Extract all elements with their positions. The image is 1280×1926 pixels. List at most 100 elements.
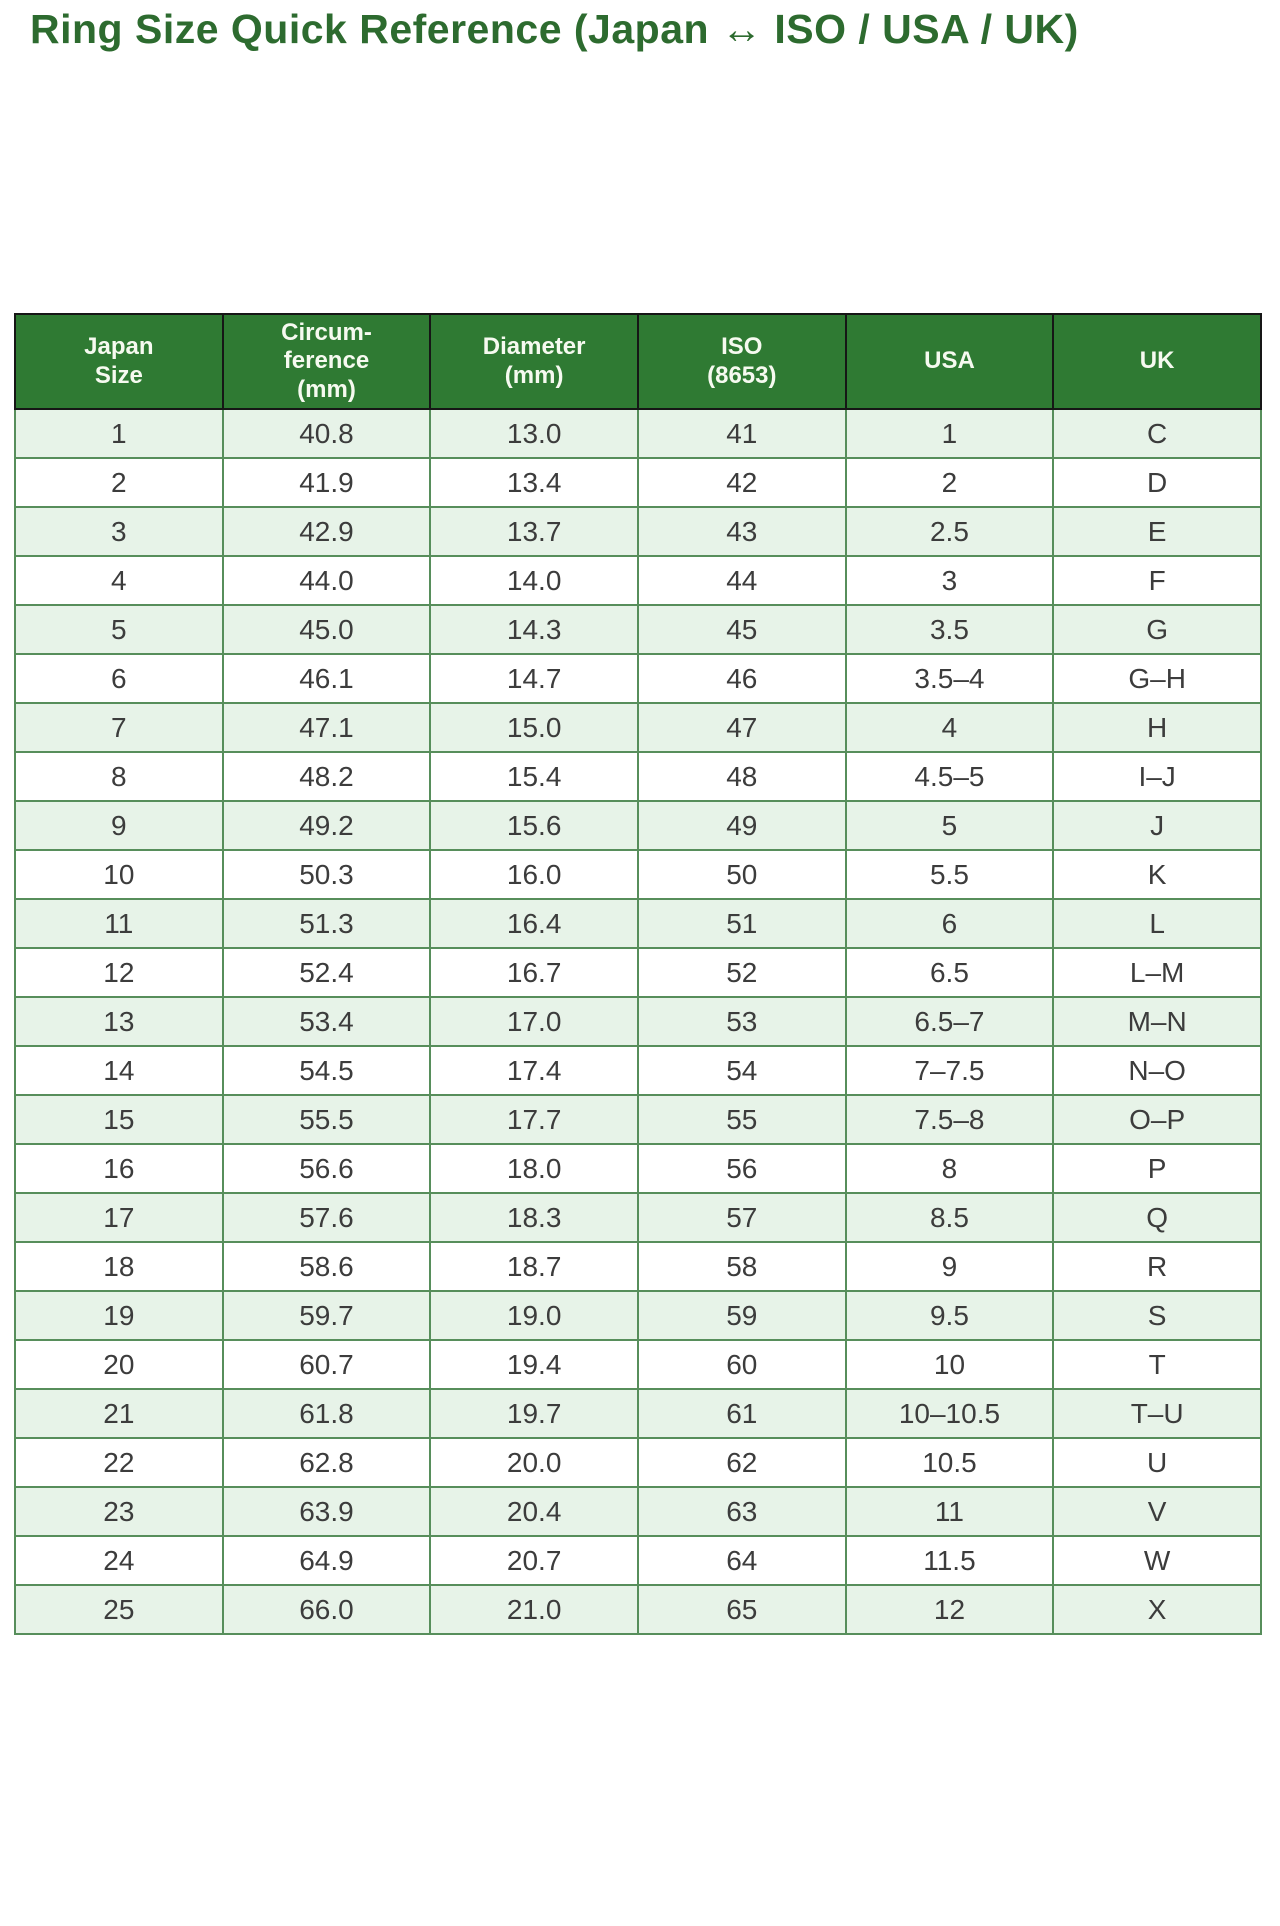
cell-uk: R: [1052, 1241, 1262, 1292]
cell-iso: 49: [636, 800, 847, 851]
cell-iso: 56: [636, 1143, 847, 1194]
header-row: Japan Size Circum- ference (mm) Diameter…: [14, 313, 1262, 410]
cell-circumference: 54.5: [221, 1045, 432, 1096]
cell-iso: 63: [636, 1486, 847, 1537]
cell-usa: 10.5: [844, 1437, 1055, 1488]
cell-diameter: 14.3: [429, 604, 639, 655]
column-header-usa: USA: [844, 313, 1055, 410]
cell-japan-size: 19: [14, 1290, 224, 1341]
cell-usa: 2: [844, 457, 1055, 508]
cell-diameter: 13.0: [429, 408, 639, 459]
cell-iso: 46: [636, 653, 847, 704]
cell-iso: 57: [636, 1192, 847, 1243]
table-row: 7 47.1 15.0 47 4 H: [14, 702, 1262, 753]
cell-circumference: 59.7: [221, 1290, 432, 1341]
cell-diameter: 18.3: [429, 1192, 639, 1243]
cell-usa: 9: [844, 1241, 1055, 1292]
cell-usa: 10–10.5: [844, 1388, 1055, 1439]
cell-japan-size: 12: [14, 947, 224, 998]
table-row: 2 41.9 13.4 42 2 D: [14, 457, 1262, 508]
cell-japan-size: 20: [14, 1339, 224, 1390]
cell-circumference: 61.8: [221, 1388, 432, 1439]
cell-iso: 61: [636, 1388, 847, 1439]
cell-uk: X: [1052, 1584, 1262, 1635]
cell-usa: 8: [844, 1143, 1055, 1194]
cell-uk: D: [1052, 457, 1262, 508]
cell-japan-size: 3: [14, 506, 224, 557]
page-title: Ring Size Quick Reference (Japan ↔ ISO /…: [30, 6, 1079, 52]
cell-uk: V: [1052, 1486, 1262, 1537]
cell-uk: P: [1052, 1143, 1262, 1194]
cell-diameter: 18.7: [429, 1241, 639, 1292]
table-row: 23 63.9 20.4 63 11 V: [14, 1486, 1262, 1537]
cell-diameter: 17.0: [429, 996, 639, 1047]
cell-uk: M–N: [1052, 996, 1262, 1047]
cell-circumference: 48.2: [221, 751, 432, 802]
cell-iso: 44: [636, 555, 847, 606]
cell-iso: 62: [636, 1437, 847, 1488]
cell-japan-size: 24: [14, 1535, 224, 1586]
cell-iso: 60: [636, 1339, 847, 1390]
cell-japan-size: 25: [14, 1584, 224, 1635]
table-row: 10 50.3 16.0 50 5.5 K: [14, 849, 1262, 900]
cell-usa: 11.5: [844, 1535, 1055, 1586]
cell-circumference: 57.6: [221, 1192, 432, 1243]
cell-iso: 42: [636, 457, 847, 508]
cell-circumference: 41.9: [221, 457, 432, 508]
cell-usa: 6.5: [844, 947, 1055, 998]
table-row: 22 62.8 20.0 62 10.5 U: [14, 1437, 1262, 1488]
cell-diameter: 16.0: [429, 849, 639, 900]
cell-diameter: 15.4: [429, 751, 639, 802]
cell-usa: 5: [844, 800, 1055, 851]
cell-usa: 11: [844, 1486, 1055, 1537]
cell-circumference: 63.9: [221, 1486, 432, 1537]
cell-japan-size: 8: [14, 751, 224, 802]
table-row: 15 55.5 17.7 55 7.5–8 O–P: [14, 1094, 1262, 1145]
cell-japan-size: 22: [14, 1437, 224, 1488]
cell-diameter: 17.7: [429, 1094, 639, 1145]
cell-iso: 48: [636, 751, 847, 802]
cell-diameter: 16.7: [429, 947, 639, 998]
cell-uk: G: [1052, 604, 1262, 655]
cell-usa: 3.5: [844, 604, 1055, 655]
cell-circumference: 62.8: [221, 1437, 432, 1488]
cell-diameter: 15.6: [429, 800, 639, 851]
cell-uk: G–H: [1052, 653, 1262, 704]
cell-circumference: 52.4: [221, 947, 432, 998]
cell-circumference: 46.1: [221, 653, 432, 704]
table-row: 14 54.5 17.4 54 7–7.5 N–O: [14, 1045, 1262, 1096]
cell-circumference: 64.9: [221, 1535, 432, 1586]
cell-diameter: 20.7: [429, 1535, 639, 1586]
table-row: 25 66.0 21.0 65 12 X: [14, 1584, 1262, 1635]
table-row: 19 59.7 19.0 59 9.5 S: [14, 1290, 1262, 1341]
cell-usa: 4.5–5: [844, 751, 1055, 802]
cell-japan-size: 21: [14, 1388, 224, 1439]
table-row: 18 58.6 18.7 58 9 R: [14, 1241, 1262, 1292]
table-row: 12 52.4 16.7 52 6.5 L–M: [14, 947, 1262, 998]
table-row: 16 56.6 18.0 56 8 P: [14, 1143, 1262, 1194]
cell-circumference: 60.7: [221, 1339, 432, 1390]
cell-japan-size: 9: [14, 800, 224, 851]
cell-japan-size: 17: [14, 1192, 224, 1243]
table-row: 3 42.9 13.7 43 2.5 E: [14, 506, 1262, 557]
cell-diameter: 20.4: [429, 1486, 639, 1537]
cell-japan-size: 13: [14, 996, 224, 1047]
cell-usa: 1: [844, 408, 1055, 459]
cell-uk: F: [1052, 555, 1262, 606]
cell-japan-size: 11: [14, 898, 224, 949]
cell-diameter: 19.4: [429, 1339, 639, 1390]
cell-circumference: 42.9: [221, 506, 432, 557]
cell-uk: L: [1052, 898, 1262, 949]
cell-usa: 12: [844, 1584, 1055, 1635]
cell-usa: 3: [844, 555, 1055, 606]
cell-circumference: 53.4: [221, 996, 432, 1047]
cell-usa: 9.5: [844, 1290, 1055, 1341]
cell-uk: E: [1052, 506, 1262, 557]
cell-usa: 8.5: [844, 1192, 1055, 1243]
table-row: 13 53.4 17.0 53 6.5–7 M–N: [14, 996, 1262, 1047]
cell-iso: 64: [636, 1535, 847, 1586]
cell-diameter: 13.7: [429, 506, 639, 557]
table-row: 17 57.6 18.3 57 8.5 Q: [14, 1192, 1262, 1243]
cell-circumference: 45.0: [221, 604, 432, 655]
cell-japan-size: 18: [14, 1241, 224, 1292]
